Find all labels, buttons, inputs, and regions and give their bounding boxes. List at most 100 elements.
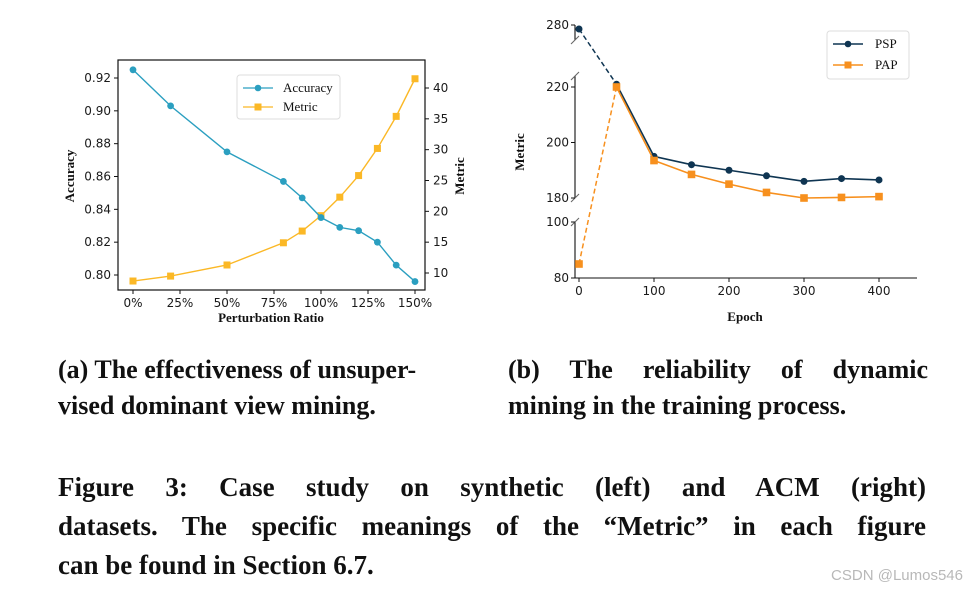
figure-caption-line3: can be found in Section 6.7.	[58, 550, 374, 580]
x-tick-label: 100	[643, 284, 666, 298]
y-tick-label: 80	[554, 271, 569, 285]
x-tick-label: 0%	[123, 296, 142, 310]
series-b	[575, 25, 883, 268]
circle-marker-icon	[374, 238, 381, 246]
legend-label-pap: PAP	[875, 57, 898, 72]
y-right-tick-label: 10	[433, 266, 448, 280]
circle-marker-icon	[411, 278, 419, 285]
figure-caption: Figure 3: Case study on synthetic (left)…	[58, 468, 926, 585]
y-tick-label: 0.80	[84, 268, 111, 282]
legend-label-metric: Metric	[283, 99, 318, 114]
circle-marker-icon	[336, 223, 344, 231]
y-tick-label: 220	[546, 80, 569, 94]
circle-marker-icon	[167, 102, 175, 110]
square-marker-icon	[392, 112, 400, 120]
legend-square-marker-icon	[844, 61, 852, 69]
square-marker-icon	[355, 172, 363, 180]
line-pap	[615, 86, 880, 199]
square-marker-icon	[837, 193, 846, 202]
circle-marker-icon	[129, 66, 137, 74]
x-axis-ticks: 0% 25% 50% 75% 100% 125% 150%	[123, 290, 432, 310]
circle-marker-icon	[763, 172, 770, 180]
x-tick-label: 125%	[351, 296, 385, 310]
legend-circle-marker-icon	[844, 40, 852, 48]
circle-marker-icon	[875, 176, 883, 184]
circle-marker-icon	[280, 178, 287, 185]
x-tick-label: 0	[575, 284, 583, 298]
subcaption-b-line1: (b) The reliability of dynamic	[508, 355, 928, 384]
y-tick-label: 280	[546, 18, 569, 32]
legend-label-accuracy: Accuracy	[283, 80, 333, 95]
square-marker-icon	[800, 194, 808, 202]
chart-b-metric-vs-epoch: 80 100 180 200 220 280 0 100 200 300 400 PSP PAP M…	[512, 18, 917, 324]
square-marker-icon	[279, 239, 287, 247]
x-tick-label: 75%	[261, 296, 288, 310]
y-right-tick-label: 35	[433, 112, 448, 126]
y-tick-label: 0.88	[84, 137, 111, 151]
y-axis-label: Metric	[512, 133, 527, 171]
axes-frame-a	[117, 59, 426, 291]
y-tick-label: 180	[546, 191, 569, 205]
figure-caption-line1: Figure 3: Case study on synthetic (left)…	[58, 472, 926, 502]
axis-break-icon	[570, 35, 580, 45]
axes-b: 80 100 180 200 220 280 0 100 200 300 400	[546, 18, 917, 298]
x-axis-label: Perturbation Ratio	[218, 310, 324, 325]
plot-area-b: 80 100 180 200 220 280 0 100 200 300 400 PSP PAP M…	[512, 18, 917, 324]
square-marker-icon	[725, 180, 733, 188]
y-tick-label: 200	[546, 136, 569, 150]
y-right-tick-label: 20	[433, 204, 448, 218]
square-marker-icon	[575, 260, 583, 268]
series-a	[129, 66, 419, 285]
line-psp	[615, 83, 880, 183]
y-right-tick-label: 25	[433, 174, 448, 188]
square-marker-icon	[129, 277, 137, 285]
legend-a: Accuracy Metric	[236, 74, 341, 120]
circle-marker-icon	[298, 194, 306, 202]
y-right-tick-label: 40	[433, 81, 448, 95]
legend-circle-marker-icon	[254, 84, 262, 92]
x-tick-label: 150%	[398, 296, 432, 310]
axis-break-icon	[570, 71, 580, 81]
y-tick-label: 0.92	[84, 71, 111, 85]
square-marker-icon	[298, 227, 306, 235]
y-axis-label-left: Accuracy	[62, 149, 77, 202]
square-marker-icon	[373, 144, 381, 152]
y-tick-label: 0.86	[84, 170, 111, 184]
legend-label-psp: PSP	[875, 36, 897, 51]
circle-marker-icon	[838, 175, 845, 183]
dashed-segment	[578, 86, 618, 265]
subcaption-b: (b) The reliability of dynamic mining in…	[508, 352, 928, 424]
circle-marker-icon	[800, 177, 808, 185]
y-tick-label: 100	[546, 215, 569, 229]
x-tick-label: 400	[868, 284, 891, 298]
subcaption-a-line1: (a) The effectiveness of unsuper-	[58, 355, 417, 384]
chart-a-accuracy-vs-perturbation: 0.80 0.82 0.84 0.86 0.88 0.90 0.92 10 15 20 25 30 3…	[62, 59, 467, 325]
plot-area-a: 0.80 0.82 0.84 0.86 0.88 0.90 0.92 10 15 20 25 30 3…	[62, 59, 467, 325]
square-marker-icon	[762, 188, 771, 197]
square-marker-icon	[223, 261, 231, 269]
legend-square-marker-icon	[254, 103, 262, 111]
circle-marker-icon	[725, 166, 733, 174]
x-tick-label: 25%	[167, 296, 194, 310]
y-right-tick-label: 30	[433, 143, 448, 157]
y-axis-right-ticks: 10 15 20 25 30 35 40	[425, 81, 448, 280]
subcaption-a-line2: vised dominant view mining.	[58, 391, 376, 420]
y-tick-label: 0.82	[84, 235, 111, 249]
subcaption-a: (a) The effectiveness of unsuper- vised …	[58, 352, 488, 424]
circle-marker-icon	[575, 25, 583, 33]
y-tick-label: 0.90	[84, 104, 111, 118]
x-tick-label: 200	[718, 284, 741, 298]
circle-marker-icon	[355, 227, 362, 235]
x-tick-label: 300	[793, 284, 816, 298]
circle-marker-icon	[317, 214, 325, 221]
y-tick-label: 0.84	[84, 202, 111, 216]
square-marker-icon	[167, 272, 175, 280]
x-tick-label: 50%	[214, 296, 241, 310]
square-marker-icon	[650, 156, 658, 165]
y-axis-label-right: Metric	[452, 157, 467, 195]
circle-marker-icon	[223, 148, 231, 156]
circle-marker-icon	[392, 261, 400, 269]
square-marker-icon	[875, 192, 883, 201]
square-marker-icon	[687, 170, 696, 179]
square-marker-icon	[612, 83, 621, 91]
